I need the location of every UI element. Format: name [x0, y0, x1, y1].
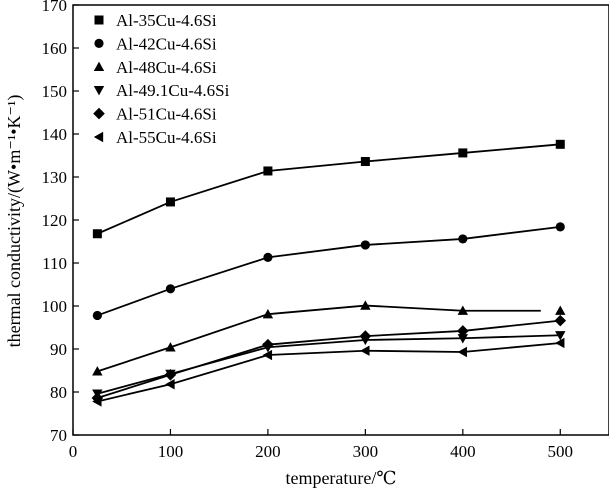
x-tick-label: 400 — [450, 442, 476, 461]
x-tick-label: 200 — [255, 442, 281, 461]
x-tick-label: 0 — [69, 442, 78, 461]
data-point — [263, 166, 273, 176]
legend-label: Al-51Cu-4.6Si — [116, 105, 217, 124]
series-line — [97, 334, 561, 395]
data-point — [92, 229, 102, 239]
data-point — [165, 342, 176, 352]
data-point — [165, 379, 175, 390]
legend-marker — [93, 131, 104, 143]
legend-marker — [93, 86, 105, 96]
y-tick-label: 90 — [50, 340, 67, 359]
data-point — [555, 305, 566, 315]
series-line — [97, 225, 561, 317]
series-Al-48Cu-4.6Si — [92, 300, 566, 376]
data-point — [458, 234, 468, 244]
series-Al-42Cu-4.6Si — [92, 222, 565, 321]
legend-marker — [93, 107, 105, 120]
data-point — [165, 197, 175, 207]
data-point — [457, 325, 469, 337]
y-tick-label: 130 — [42, 168, 68, 187]
data-point — [457, 334, 469, 344]
series-line — [97, 319, 561, 399]
series-line — [97, 342, 561, 403]
series-Al-49.1Cu-4.6Si — [92, 331, 566, 399]
legend-label: Al-35Cu-4.6Si — [116, 11, 217, 30]
y-tick-label: 110 — [42, 254, 67, 273]
legend-label: Al-42Cu-4.6Si — [116, 34, 217, 53]
series-Al-51Cu-4.6Si — [91, 314, 567, 404]
y-axis-title: thermal conductivity/(W•m⁻¹•K⁻¹) — [4, 95, 25, 348]
data-point — [360, 157, 370, 167]
series-line — [97, 143, 561, 235]
x-tick-label: 500 — [548, 442, 574, 461]
data-point — [555, 222, 565, 232]
data-point — [262, 308, 274, 319]
series-Al-35Cu-4.6Si — [92, 139, 565, 239]
data-point — [263, 252, 273, 263]
data-point — [359, 330, 372, 342]
data-point — [165, 284, 176, 294]
y-tick-label: 120 — [42, 211, 68, 230]
data-point — [262, 349, 273, 361]
data-point — [457, 346, 467, 358]
legend-marker — [94, 38, 104, 49]
data-point — [555, 331, 566, 341]
legend-marker — [94, 15, 104, 25]
y-tick-label: 140 — [42, 125, 68, 144]
x-axis-title: temperature/℃ — [285, 468, 396, 488]
y-tick-label: 170 — [42, 0, 68, 15]
legend-label: Al-49.1Cu-4.6Si — [116, 81, 230, 100]
legend-label: Al-48Cu-4.6Si — [116, 58, 217, 77]
legend-label: Al-55Cu-4.6Si — [116, 128, 217, 147]
y-tick-label: 150 — [42, 82, 68, 101]
data-point — [360, 240, 370, 250]
x-tick-label: 100 — [158, 442, 184, 461]
data-point — [164, 369, 177, 381]
data-point — [458, 148, 468, 158]
data-point — [360, 300, 371, 310]
data-point — [360, 345, 370, 356]
data-point — [457, 305, 469, 315]
y-tick-label: 100 — [42, 297, 68, 316]
y-tick-label: 160 — [42, 39, 68, 58]
series-Al-55Cu-4.6Si — [92, 337, 565, 407]
data-point — [262, 338, 274, 351]
data-point — [91, 392, 104, 404]
y-tick-label: 70 — [50, 426, 67, 445]
data-point — [555, 139, 565, 149]
x-tick-label: 300 — [353, 442, 379, 461]
data-point — [92, 396, 102, 407]
data-point — [92, 310, 102, 321]
data-point — [92, 366, 103, 376]
legend-marker — [93, 61, 105, 71]
y-tick-label: 80 — [50, 383, 67, 402]
data-point — [555, 337, 565, 349]
series-line — [97, 304, 541, 373]
data-point — [554, 314, 567, 327]
